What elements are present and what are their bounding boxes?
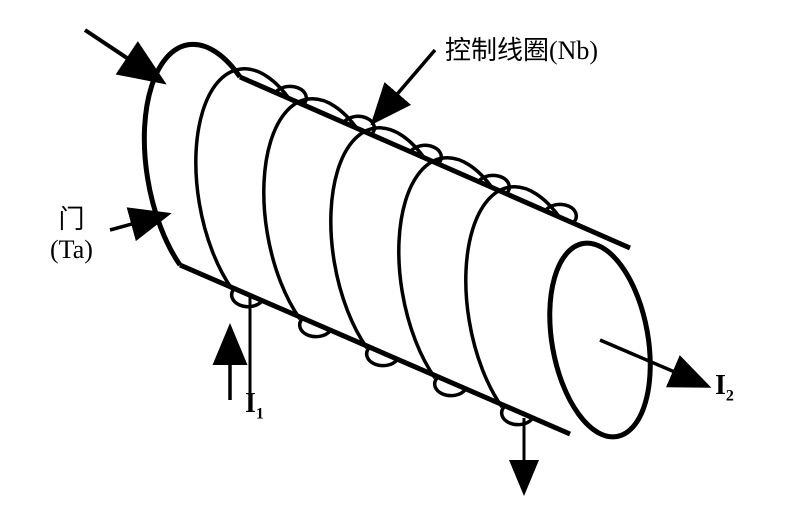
i2-sub: 2 (726, 388, 734, 405)
i2-text: I (715, 370, 726, 401)
i2-label: I2 (715, 370, 734, 406)
coil-turns (196, 69, 576, 425)
control-coil-text: 控制线圈(Nb) (445, 36, 598, 65)
control-coil-label: 控制线圈(Nb) (445, 30, 598, 67)
arrows (85, 30, 705, 400)
gate-text-line2: (Ta) (50, 235, 93, 265)
cylinder-body (144, 44, 664, 444)
cryotron-diagram (0, 0, 789, 508)
coil-leads (250, 296, 524, 490)
gate-label: 门 (Ta) (50, 205, 93, 265)
i1-label: I1 (245, 388, 264, 424)
gate-text-line1: 门 (50, 205, 93, 235)
i1-sub: 1 (256, 406, 264, 423)
i1-text: I (245, 388, 256, 419)
